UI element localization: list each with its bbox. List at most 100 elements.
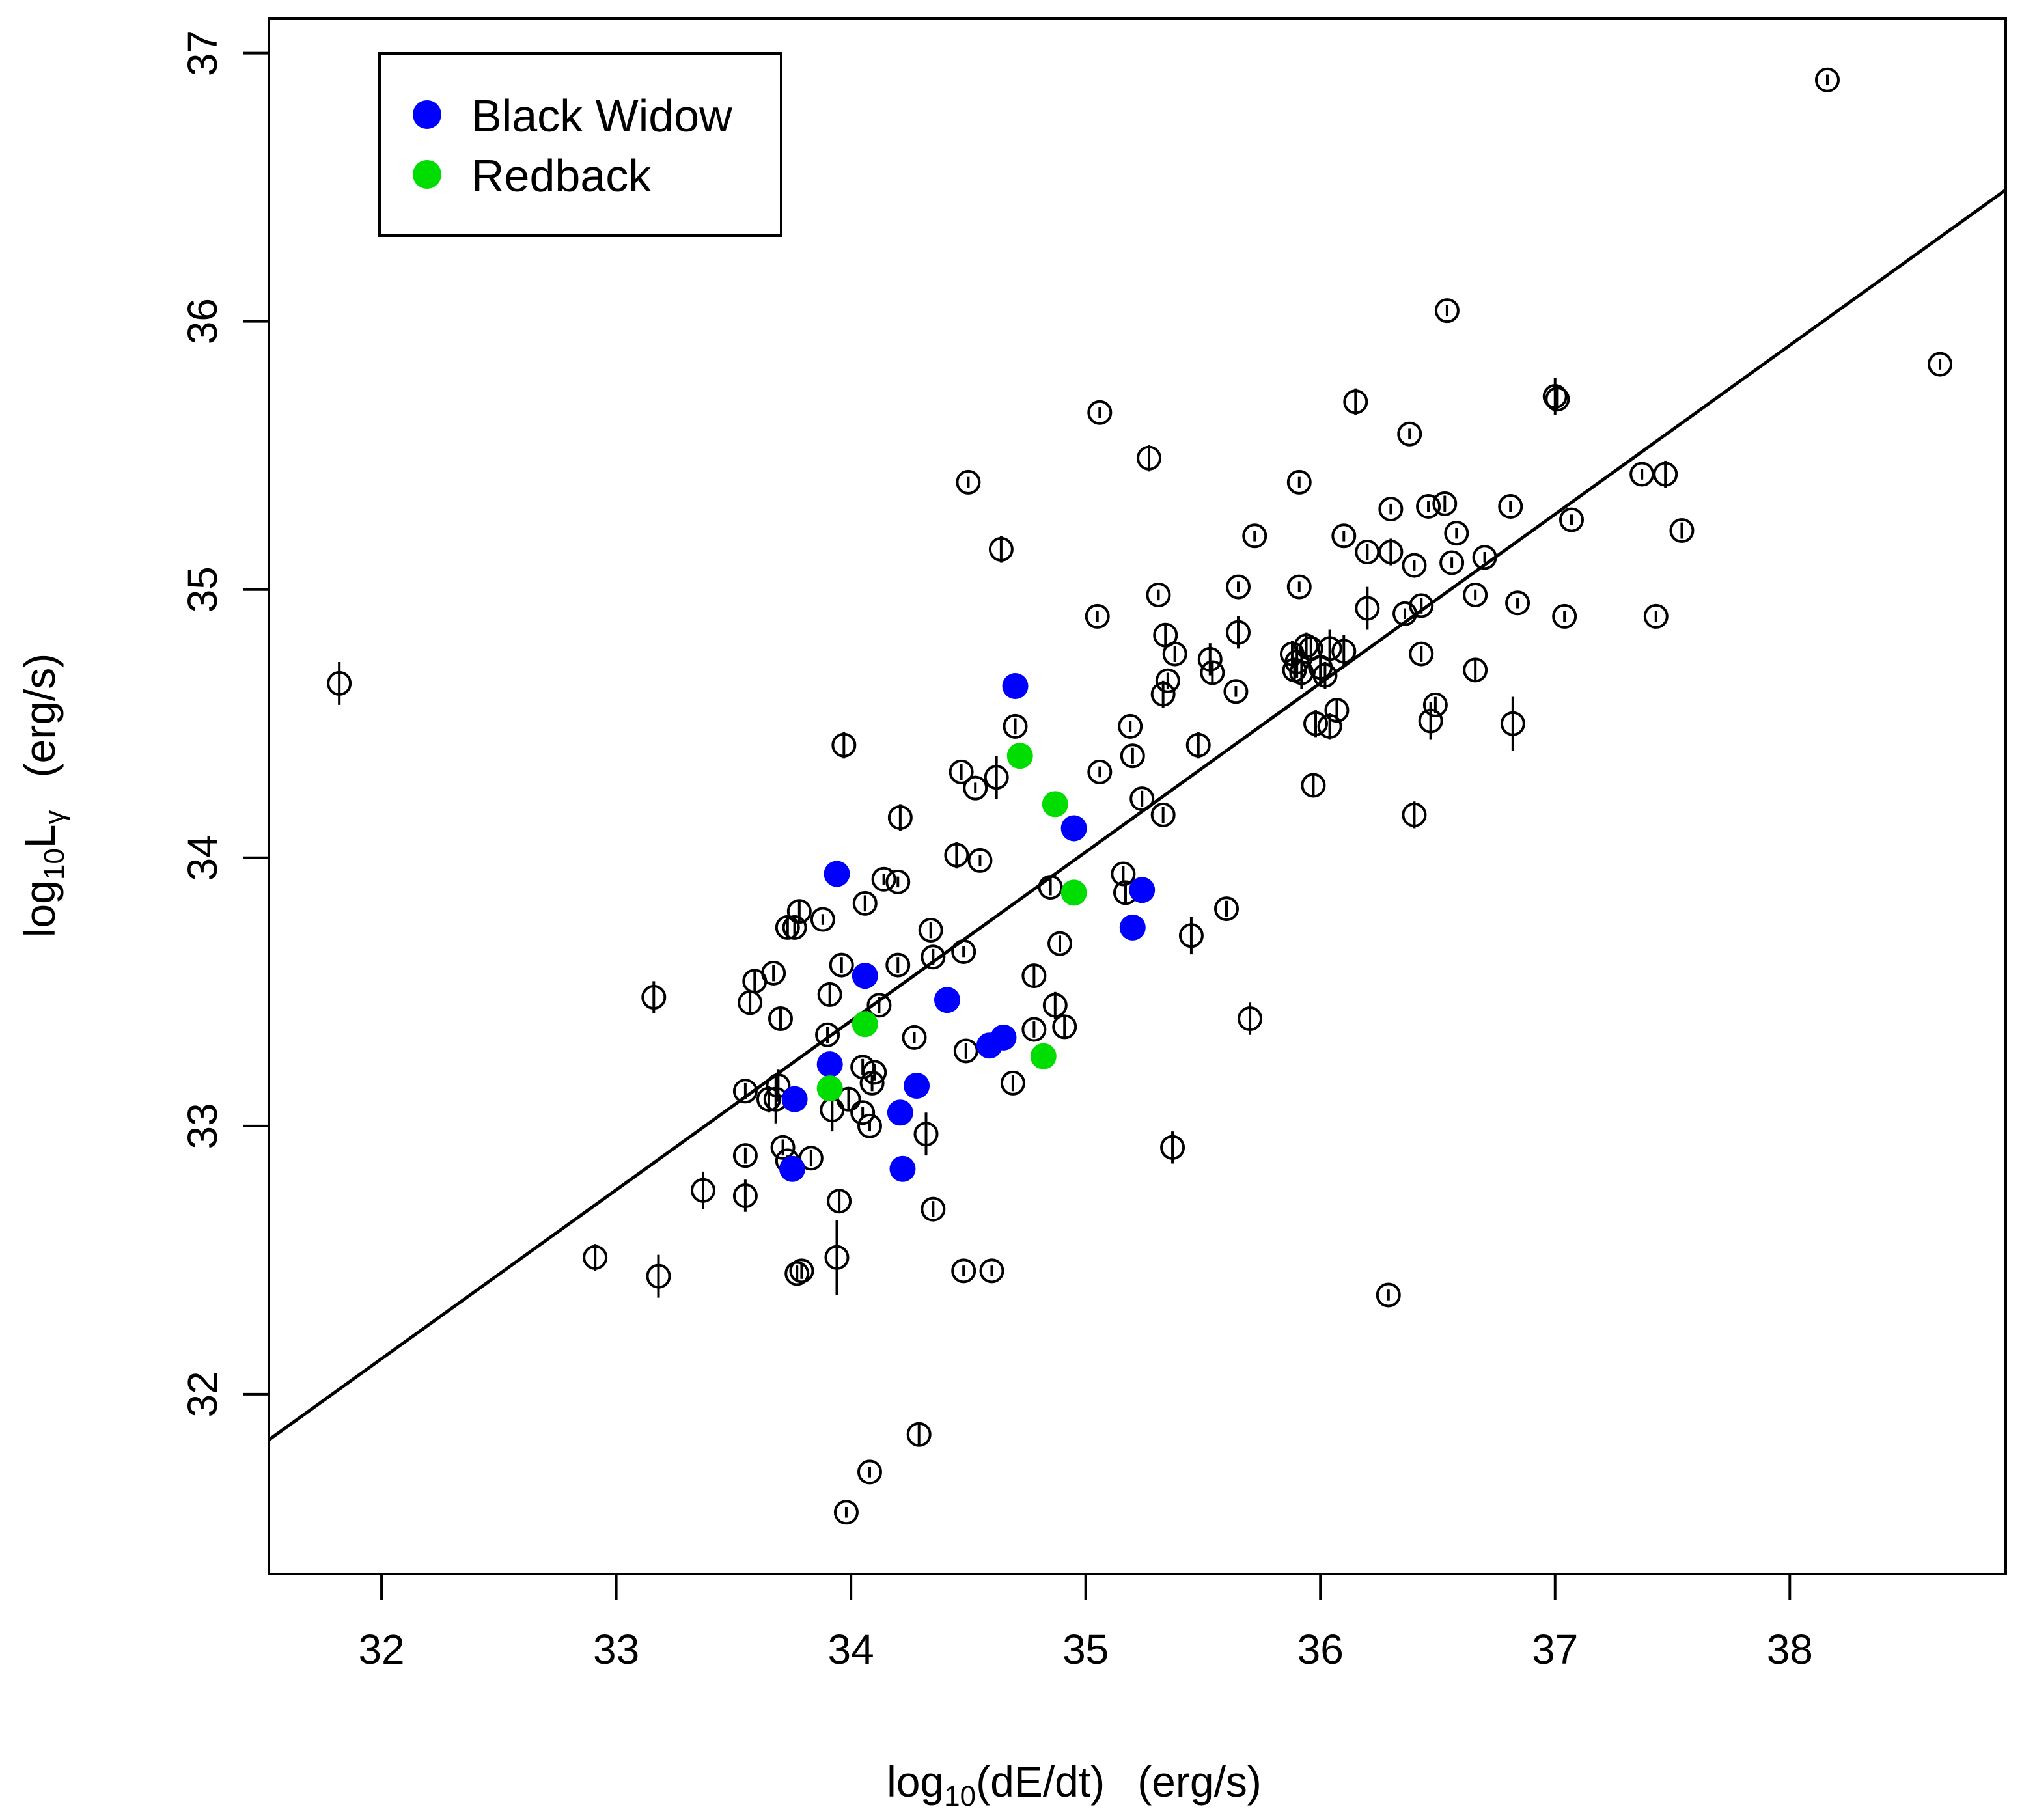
pulsar-marker <box>857 1113 882 1138</box>
pulsar-marker <box>1378 497 1404 522</box>
pulsar-point <box>1118 713 1143 739</box>
pulsar-point <box>1038 875 1063 900</box>
pulsar-marker <box>1439 550 1465 575</box>
pulsar-marker <box>1444 521 1469 546</box>
pulsar-marker <box>1052 1014 1077 1040</box>
pulsar-marker <box>1003 713 1028 739</box>
pulsar-point <box>1052 1014 1077 1040</box>
pulsar-marker <box>885 952 911 978</box>
black-widow-point <box>1129 877 1156 903</box>
pulsar-marker <box>782 915 807 940</box>
pulsar-point <box>1814 67 1840 92</box>
pulsar-marker <box>1416 493 1441 519</box>
pulsar-point <box>956 469 981 495</box>
pulsar-marker <box>1629 462 1655 487</box>
pulsar-marker <box>1422 692 1448 717</box>
x-tick-label: 34 <box>828 1626 874 1673</box>
pulsar-point <box>850 1100 876 1125</box>
pulsar-point <box>1223 679 1249 704</box>
pulsar-point <box>815 1022 840 1047</box>
black-widow-point <box>779 1155 806 1182</box>
legend-redback-marker <box>413 160 441 189</box>
pulsar-marker <box>1434 298 1460 324</box>
pulsar-marker <box>963 775 988 801</box>
pulsar-point <box>1178 917 1204 955</box>
pulsar-marker <box>815 1022 840 1047</box>
pulsar-marker <box>775 915 800 940</box>
pulsar-point <box>1439 550 1465 575</box>
pulsar-point <box>817 982 842 1007</box>
pulsar-point <box>1376 1282 1401 1308</box>
x-axis-title-subscript: 10 <box>944 1780 976 1812</box>
pulsar-point <box>944 842 969 869</box>
pulsar-point <box>1021 1017 1047 1042</box>
pulsar-point <box>798 1146 824 1171</box>
pulsar-point <box>1402 553 1427 578</box>
pulsar-marker <box>1129 786 1155 812</box>
y-tick-label: 36 <box>179 298 226 344</box>
pulsar-marker <box>1085 603 1110 629</box>
pulsar-point <box>1355 540 1380 565</box>
pulsar-marker <box>921 944 946 970</box>
x-axis: 32 33 34 35 36 37 38 <box>358 1574 1813 1673</box>
pulsar-marker <box>866 993 892 1018</box>
pulsar-point <box>1397 421 1422 447</box>
pulsar-marker <box>732 1079 758 1104</box>
pulsar-point <box>1669 518 1695 544</box>
pulsar-point <box>1416 493 1441 519</box>
points-layer <box>327 67 1953 1525</box>
black-widow-point <box>976 1032 1003 1059</box>
pulsar-marker <box>1162 641 1187 667</box>
pulsar-point <box>1928 352 1953 377</box>
pulsar-point <box>1303 710 1329 738</box>
fit-line <box>268 188 2007 1441</box>
pulsar-marker <box>798 1146 824 1171</box>
pulsar-marker <box>786 899 812 924</box>
legend-black-widow-label: Black Widow <box>471 90 732 141</box>
pulsar-marker <box>827 1189 852 1214</box>
pulsar-marker <box>1146 582 1171 607</box>
pulsar-marker <box>1409 593 1434 618</box>
pulsar-point <box>1422 692 1448 717</box>
pulsar-marker <box>906 1422 932 1447</box>
x-tick-label: 35 <box>1062 1626 1109 1673</box>
pulsar-point <box>1226 616 1251 649</box>
pulsar-point <box>1559 507 1584 532</box>
pulsar-point <box>583 1244 608 1271</box>
pulsar-point <box>1444 521 1469 546</box>
pulsar-point <box>866 993 892 1018</box>
pulsar-point <box>1331 635 1357 668</box>
black-widow-point <box>1060 815 1087 842</box>
pulsar-marker <box>1301 773 1326 798</box>
redback-point <box>1042 791 1068 818</box>
pulsar-point <box>1129 786 1155 812</box>
legend-box <box>378 52 782 237</box>
pulsar-point <box>784 1261 810 1286</box>
pulsar-marker <box>810 907 835 932</box>
pulsar-marker <box>1669 518 1695 544</box>
pulsar-marker <box>1552 603 1577 629</box>
pulsar-marker <box>1038 875 1063 900</box>
pulsar-point <box>913 1112 939 1156</box>
x-tick-label: 38 <box>1767 1626 1813 1673</box>
pulsar-point <box>949 759 974 784</box>
pulsar-point <box>732 1079 758 1104</box>
pulsar-marker <box>1505 590 1530 616</box>
pulsar-marker <box>1286 469 1312 495</box>
pulsar-marker <box>859 1070 885 1096</box>
pulsar-point <box>1545 387 1570 412</box>
pulsar-point <box>1392 601 1418 626</box>
pulsar-point <box>1047 931 1073 956</box>
legend: Black Widow Redback <box>378 52 782 237</box>
pulsar-point <box>1150 802 1176 827</box>
pulsar-point <box>1150 680 1176 708</box>
pulsar-point <box>1498 493 1523 519</box>
pulsar-point <box>789 1258 814 1284</box>
pulsar-marker <box>1118 713 1143 739</box>
pulsar-point <box>1402 801 1427 829</box>
y-axis-title: log10Lγ (erg/s) <box>16 654 70 937</box>
pulsar-point <box>951 1258 976 1284</box>
pulsar-point <box>1343 388 1368 415</box>
pulsar-marker <box>1200 660 1225 685</box>
pulsar-point <box>1120 743 1145 769</box>
